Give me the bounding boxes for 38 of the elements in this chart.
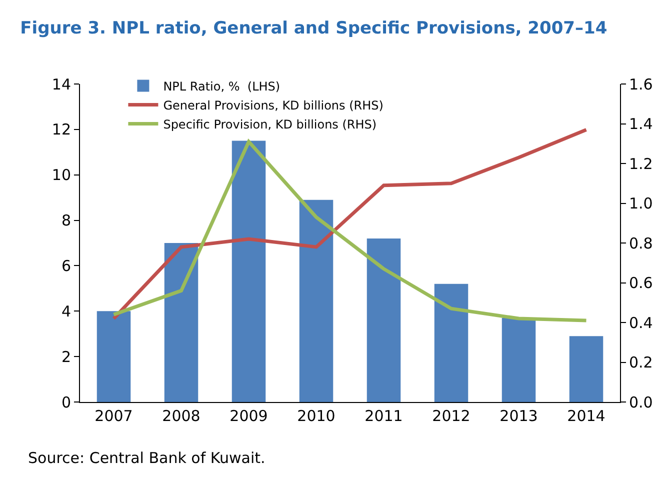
x-tick-label: 2013 [500,407,538,425]
x-tick-label: 2007 [94,407,133,425]
bar [366,238,401,402]
x-tick-label: 2011 [364,407,403,425]
bar [569,336,604,402]
x-tick-label: 2010 [297,407,336,425]
legend-label: General Provisions, KD billions (RHS) [163,98,384,112]
y2-tick-label: 1.0 [629,194,653,212]
y-tick-label: 8 [61,212,71,230]
y-tick-label: 6 [61,256,71,275]
y2-tick-label: 0.8 [629,234,653,252]
y-tick-label: 14 [52,75,71,94]
y-tick-label: 0 [61,393,71,412]
x-tick-label: 2014 [567,407,606,425]
legend-label: NPL Ratio, % (LHS) [163,79,280,94]
bar [299,200,334,402]
y2-tick-label: 0.4 [629,314,653,332]
y2-tick-label: 0.6 [629,274,653,292]
bar [502,318,536,402]
x-tick-label: 2012 [432,407,470,425]
bar [232,140,266,402]
y2-tick-label: 1.2 [629,154,653,173]
y-tick-label: 4 [61,302,71,320]
legend-label: Specific Provision, KD billions (RHS) [163,117,377,132]
bar [434,284,468,402]
y2-tick-label: 1.4 [629,115,653,133]
x-tick-label: 2008 [162,407,200,425]
y2-tick-label: 0.0 [629,393,653,412]
chart-title: Figure 3. NPL ratio, General and Specific Provisions, 2007–14 [20,18,608,38]
y2-tick-label: 0.2 [629,354,653,372]
y-tick-label: 2 [61,348,71,366]
y-tick-label: 10 [52,166,71,184]
bar [164,243,198,402]
x-tick-label: 2009 [230,407,268,425]
y-tick-label: 12 [52,120,71,139]
y2-tick-label: 1.6 [629,75,653,94]
source-note: Source: Central Bank of Kuwait. [28,449,266,467]
bar [96,311,131,402]
